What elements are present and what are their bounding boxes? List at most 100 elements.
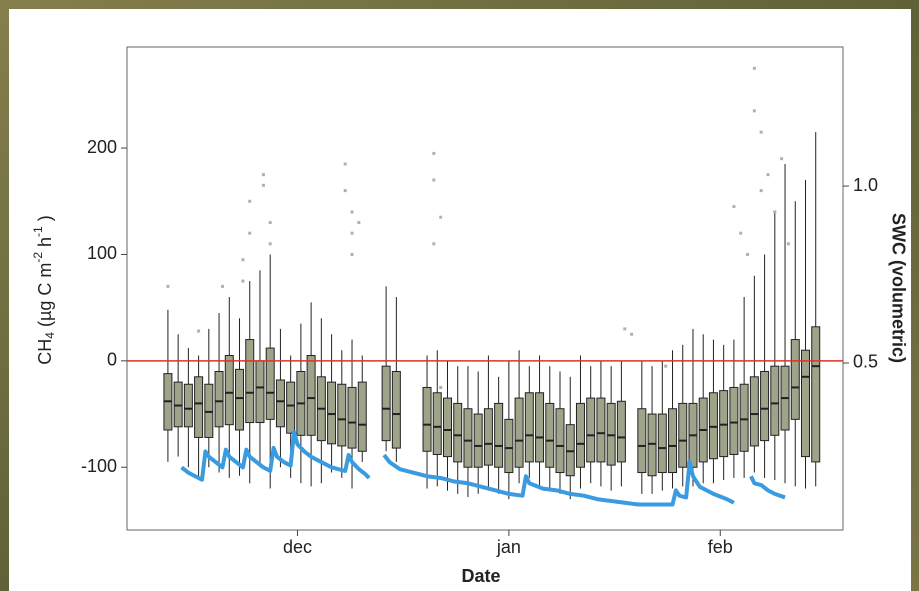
swc-line — [749, 475, 786, 500]
box — [545, 402, 555, 468]
y-label-sup: -2 — [31, 252, 45, 263]
box — [616, 400, 626, 463]
y2-tick-label: 0.5 — [853, 352, 878, 372]
box — [347, 386, 357, 449]
box — [173, 381, 183, 428]
swc-line — [180, 429, 371, 482]
box — [708, 392, 718, 460]
box — [606, 402, 616, 466]
outlier — [350, 252, 354, 256]
outlier — [786, 242, 790, 246]
outlier — [268, 242, 272, 246]
outlier — [350, 231, 354, 235]
box — [586, 397, 596, 463]
box — [473, 413, 483, 468]
outlier — [248, 231, 252, 235]
y-label-part: CH — [35, 339, 55, 365]
outlier — [439, 385, 443, 389]
outlier — [773, 210, 777, 214]
y-axis-label: CH4 (µg C m-2 h-1 ) — [31, 215, 57, 364]
box — [565, 424, 575, 477]
x-tick-label: jan — [496, 537, 521, 557]
box — [657, 413, 667, 474]
x-tick-label: feb — [708, 537, 733, 557]
box — [204, 383, 214, 438]
outlier — [343, 189, 347, 193]
outlier — [623, 327, 627, 331]
box — [453, 402, 463, 463]
outlier — [357, 221, 361, 225]
box — [678, 402, 688, 468]
box — [337, 383, 347, 447]
outlier — [780, 157, 784, 161]
box — [442, 397, 452, 458]
outlier — [261, 173, 265, 177]
outlier — [739, 231, 743, 235]
outlier — [759, 189, 763, 193]
box — [719, 390, 729, 458]
y-label-part: (µg C m — [35, 263, 55, 332]
x-axis-label: Date — [461, 566, 500, 586]
box — [275, 379, 285, 428]
box — [770, 365, 780, 436]
outlier — [248, 199, 252, 203]
outlier — [732, 205, 736, 209]
box — [637, 408, 647, 474]
box — [224, 355, 234, 426]
box — [535, 392, 545, 463]
swc-line — [382, 453, 735, 507]
box — [286, 381, 296, 434]
box — [790, 339, 800, 420]
box — [327, 381, 337, 445]
outlier — [241, 279, 245, 283]
box — [811, 326, 821, 463]
y2-axis-label: SWC (volumetric) — [888, 213, 908, 363]
box — [596, 397, 606, 463]
box — [760, 370, 770, 442]
y2-tick-label: 1.0 — [853, 175, 878, 195]
box — [381, 365, 391, 442]
box — [194, 376, 204, 438]
y-label-sub: 4 — [43, 332, 57, 339]
outlier — [268, 221, 272, 225]
x-tick-label: dec — [283, 537, 312, 557]
box — [575, 402, 585, 468]
box — [265, 347, 275, 420]
box — [739, 383, 749, 452]
y-label-sup: -1 — [31, 226, 45, 237]
outlier — [752, 66, 756, 70]
outlier — [220, 284, 224, 288]
outlier — [261, 183, 265, 187]
y-label-part: ) — [35, 215, 55, 226]
outlier — [759, 130, 763, 134]
outlier — [752, 109, 756, 113]
box — [214, 370, 224, 428]
box — [504, 418, 514, 474]
outlier — [197, 329, 201, 333]
box — [729, 386, 739, 455]
box — [483, 408, 493, 466]
outlier — [166, 284, 170, 288]
outlier — [432, 242, 436, 246]
y-tick-label: -100 — [81, 456, 117, 476]
y-tick-label: 200 — [87, 137, 117, 157]
box — [749, 376, 759, 447]
outlier — [630, 332, 634, 336]
box — [463, 408, 473, 468]
box — [494, 402, 504, 468]
y-tick-label: 100 — [87, 243, 117, 263]
box — [524, 392, 534, 463]
outlier — [766, 173, 770, 177]
box — [422, 386, 432, 452]
outlier — [241, 258, 245, 262]
y-tick-label: 0 — [107, 350, 117, 370]
box — [255, 360, 265, 424]
box — [555, 408, 565, 474]
y-label-part: h — [35, 237, 55, 252]
outlier — [350, 210, 354, 214]
box — [432, 392, 442, 455]
outlier — [439, 215, 443, 219]
box — [245, 339, 255, 424]
